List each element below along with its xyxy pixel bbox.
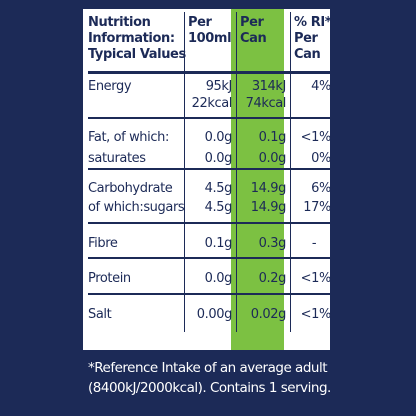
cell-line: - — [311, 235, 317, 251]
footnote-line: (8400kJ/2000kcal). Contains 1 serving. — [88, 380, 331, 396]
header-line: Per — [294, 31, 318, 46]
row-per-can: 0.2g — [236, 256, 291, 294]
cell-line: 17% — [303, 199, 331, 215]
cell-line: Fibre — [88, 235, 118, 251]
cell-line: Salt — [88, 306, 112, 322]
header-line: Can — [294, 47, 321, 62]
row-per-100ml: 0.1g — [184, 221, 237, 258]
row-label: Salt — [88, 292, 185, 332]
row-ri: <1% — [290, 256, 337, 294]
cell-line: 0.3g — [258, 235, 287, 251]
row-per-can: 0.02g — [236, 292, 291, 332]
header-line: % RI* — [294, 15, 332, 30]
reference-intake-footnote: *Reference Intake of an average adult (8… — [88, 358, 408, 398]
cell-line: 0.1g — [258, 129, 287, 145]
cell-line: <1% — [300, 306, 332, 322]
header-typical-values: Nutrition Information: Typical Values — [88, 12, 186, 74]
table-header-row: Nutrition Information: Typical Values Pe… — [88, 12, 337, 74]
cell-line: Energy — [88, 79, 132, 94]
cell-line: 0.02g — [250, 306, 287, 322]
cell-line: 0.2g — [258, 270, 287, 286]
row-label: Protein — [88, 256, 185, 294]
table-row-salt: Salt 0.00g 0.02g <1% — [88, 292, 337, 332]
cell-line: of which:sugars — [88, 199, 185, 215]
row-per-100ml: 4.5g 4.5g — [184, 167, 237, 223]
row-ri: <1% 0% — [290, 116, 337, 169]
row-ri: - — [290, 221, 337, 258]
cell-line: 14.9g — [250, 199, 287, 215]
row-label: Carbohydrate of which:sugars — [88, 167, 185, 223]
cell-line: 0.0g — [204, 150, 233, 166]
row-label: Energy — [88, 73, 185, 118]
header-line: Can — [240, 31, 267, 46]
row-per-100ml: 0.0g 0.0g — [184, 116, 237, 169]
header-line: Nutrition — [88, 15, 151, 30]
cell-line: 0.1g — [204, 235, 233, 251]
cell-line: Carbohydrate — [88, 180, 173, 196]
cell-line: 314kJ — [251, 79, 287, 94]
header-line: Typical Values — [88, 47, 186, 62]
cell-line: 0.00g — [196, 306, 233, 322]
cell-line: 95kJ — [205, 79, 233, 94]
row-label: Fibre — [88, 221, 185, 258]
cell-line: 4.5g — [204, 180, 233, 196]
cell-line: 22kcal — [191, 96, 233, 111]
row-ri: <1% — [290, 292, 337, 332]
cell-line: saturates — [88, 150, 146, 166]
row-ri: 4% — [290, 72, 337, 118]
cell-line: 0% — [311, 150, 331, 166]
table-row-protein: Protein 0.0g 0.2g <1% — [88, 256, 337, 294]
cell-line: <1% — [300, 129, 332, 145]
row-per-100ml: 95kJ 22kcal — [184, 72, 237, 118]
row-per-can: 0.3g — [236, 221, 291, 258]
row-label: Fat, of which: saturates — [88, 116, 185, 169]
cell-line: 0.0g — [258, 150, 287, 166]
header-line: 100ml — [188, 31, 232, 46]
row-per-100ml: 0.0g — [184, 256, 237, 294]
header-ri-per-can: % RI* Per Can — [290, 12, 337, 74]
header-per-can: Per Can — [236, 12, 291, 74]
row-per-can: 14.9g 14.9g — [236, 167, 291, 223]
table-row-carbohydrate: Carbohydrate of which:sugars 4.5g 4.5g 1… — [88, 167, 337, 223]
cell-line: 4.5g — [204, 199, 233, 215]
cell-line: 4% — [311, 79, 331, 94]
cell-line: 0.0g — [204, 129, 233, 145]
cell-line: Fat, of which: — [88, 129, 169, 145]
row-per-can: 0.1g 0.0g — [236, 116, 291, 169]
cell-line: 74kcal — [245, 96, 287, 111]
row-ri: 6% 17% — [290, 167, 337, 223]
footnote-line: *Reference Intake of an average adult — [88, 360, 327, 376]
cell-line: 6% — [311, 180, 331, 196]
header-per-100ml: Per 100ml — [184, 12, 237, 74]
table-row-fat: Fat, of which: saturates 0.0g 0.0g 0.1g … — [88, 116, 337, 169]
table-row-fibre: Fibre 0.1g 0.3g - — [88, 221, 337, 258]
cell-line: Protein — [88, 270, 131, 286]
header-line: Per — [188, 15, 212, 30]
table-row-energy: Energy 95kJ 22kcal 314kJ 74kcal 4% — [88, 72, 337, 118]
row-per-100ml: 0.00g — [184, 292, 237, 332]
header-line: Per — [240, 15, 264, 30]
nutrition-table: Nutrition Information: Typical Values Pe… — [88, 12, 337, 332]
cell-line: <1% — [300, 270, 332, 286]
row-per-can: 314kJ 74kcal — [236, 72, 291, 118]
cell-line: 0.0g — [204, 270, 233, 286]
cell-line: 14.9g — [250, 180, 287, 196]
header-line: Information: — [88, 31, 175, 46]
